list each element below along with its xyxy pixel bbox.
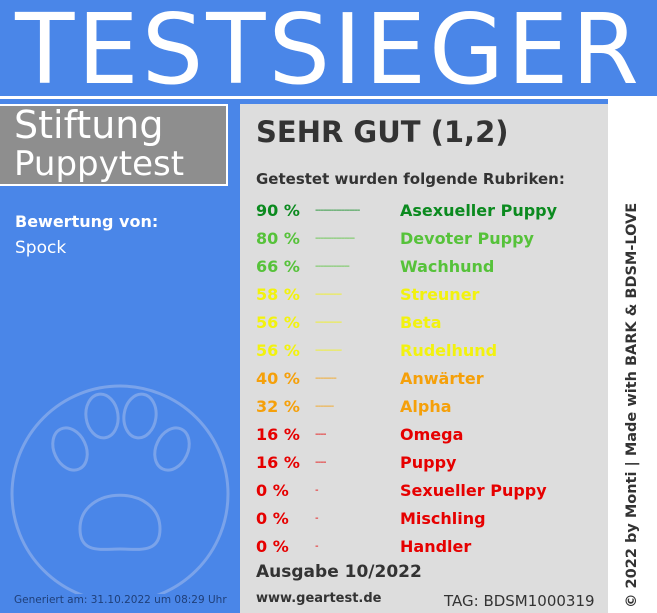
paw-print-icon bbox=[10, 384, 230, 594]
result-row: 32 % ------- Alpha bbox=[0, 395, 600, 419]
result-row: 16 % ---- Puppy bbox=[0, 451, 600, 475]
result-row: 80 % --------------- Devoter Puppy bbox=[0, 227, 600, 251]
result-percent: 32 % bbox=[256, 397, 300, 416]
result-percent: 58 % bbox=[256, 285, 300, 304]
result-percent: 66 % bbox=[256, 257, 300, 276]
result-row: 56 % ---------- Rudelhund bbox=[0, 339, 600, 363]
result-bar: - bbox=[315, 485, 318, 496]
result-bar: ---------- bbox=[315, 317, 342, 328]
header-divider bbox=[0, 96, 657, 99]
result-category: Devoter Puppy bbox=[400, 229, 534, 248]
result-percent: 56 % bbox=[256, 341, 300, 360]
result-percent: 16 % bbox=[256, 425, 300, 444]
brand-name-line1: Stiftung bbox=[14, 103, 164, 147]
result-category: Asexueller Puppy bbox=[400, 201, 558, 220]
result-category: Anwärter bbox=[400, 369, 484, 388]
header-banner bbox=[0, 0, 657, 96]
result-bar: - bbox=[315, 541, 318, 552]
result-percent: 16 % bbox=[256, 453, 300, 472]
header-title: TESTSIEGER bbox=[15, 0, 642, 106]
result-percent: 40 % bbox=[256, 369, 300, 388]
result-category: Alpha bbox=[400, 397, 452, 416]
result-category: Mischling bbox=[400, 509, 486, 528]
result-bar: --------------- bbox=[315, 233, 355, 244]
result-category: Puppy bbox=[400, 453, 457, 472]
result-bar: ---------- bbox=[315, 345, 342, 356]
results-panel bbox=[240, 104, 608, 613]
result-row: 90 % ----------------- Asexueller Puppy bbox=[0, 199, 600, 223]
result-percent: 80 % bbox=[256, 229, 300, 248]
brand-name-line2: Puppytest bbox=[14, 144, 185, 184]
result-bar: -------- bbox=[315, 373, 337, 384]
result-category: Sexueller Puppy bbox=[400, 481, 547, 500]
result-percent: 0 % bbox=[256, 481, 289, 500]
rating-label: Bewertung von: bbox=[15, 212, 159, 231]
issue-label: Ausgabe 10/2022 bbox=[256, 562, 422, 582]
generated-timestamp: Generiert am: 31.10.2022 um 08:29 Uhr bbox=[14, 594, 227, 606]
result-category: Streuner bbox=[400, 285, 480, 304]
website-link[interactable]: www.geartest.de bbox=[256, 591, 382, 606]
rating-value: Spock bbox=[15, 238, 67, 258]
result-category: Omega bbox=[400, 425, 464, 444]
tag-id: TAG: BDSM1000319 bbox=[444, 592, 595, 610]
result-bar: ------- bbox=[315, 401, 334, 412]
credit-text: © 2022 by Monti | Made with BARK & BDSM-… bbox=[624, 202, 640, 608]
result-row: 0 % - Sexueller Puppy bbox=[0, 479, 600, 503]
result-row: 66 % ------------- Wachhund bbox=[0, 255, 600, 279]
result-bar: ---- bbox=[315, 457, 326, 468]
result-bar: - bbox=[315, 513, 318, 524]
result-row: 0 % - Mischling bbox=[0, 507, 600, 531]
overall-grade: SEHR GUT (1,2) bbox=[256, 115, 509, 149]
result-percent: 0 % bbox=[256, 537, 289, 556]
result-percent: 56 % bbox=[256, 313, 300, 332]
result-row: 56 % ---------- Beta bbox=[0, 311, 600, 335]
result-bar: ------------- bbox=[315, 261, 350, 272]
result-bar: ----------------- bbox=[315, 205, 360, 216]
result-category: Handler bbox=[400, 537, 472, 556]
result-bar: ---- bbox=[315, 429, 326, 440]
result-row: 0 % - Handler bbox=[0, 535, 600, 559]
result-row: 40 % -------- Anwärter bbox=[0, 367, 600, 391]
result-percent: 0 % bbox=[256, 509, 289, 528]
result-percent: 90 % bbox=[256, 201, 300, 220]
result-row: 58 % ---------- Streuner bbox=[0, 283, 600, 307]
results-subtitle: Getestet wurden folgende Rubriken: bbox=[256, 170, 565, 188]
result-row: 16 % ---- Omega bbox=[0, 423, 600, 447]
result-bar: ---------- bbox=[315, 289, 342, 300]
result-category: Beta bbox=[400, 313, 442, 332]
result-category: Wachhund bbox=[400, 257, 495, 276]
credit-strip bbox=[608, 99, 657, 613]
brand-box bbox=[0, 104, 228, 186]
result-category: Rudelhund bbox=[400, 341, 498, 360]
